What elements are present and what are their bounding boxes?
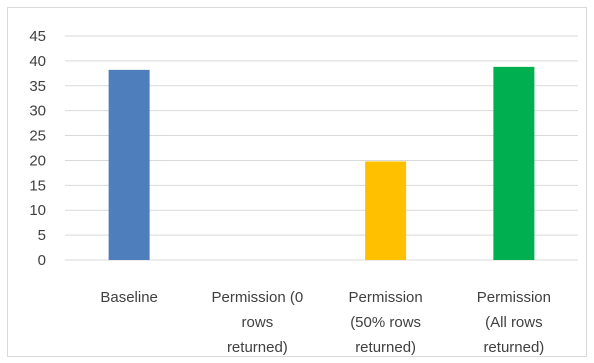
y-axis-tick-labels: 0 5 10 15 20 25 30 35 40 45 — [29, 28, 46, 269]
y-tick-label: 5 — [38, 227, 46, 244]
y-tick-label: 45 — [29, 28, 46, 45]
bar-3 — [493, 66, 535, 261]
gridlines — [65, 35, 578, 261]
bar-2 — [365, 161, 407, 260]
y-tick-label: 0 — [38, 252, 46, 269]
bars — [108, 66, 535, 261]
y-tick-label: 35 — [29, 78, 46, 95]
y-tick-label: 15 — [29, 177, 46, 194]
category-label: Permission — [477, 289, 551, 306]
category-label: returned) — [227, 339, 288, 356]
chart-frame — [7, 7, 587, 357]
category-label: Permission (0 — [212, 289, 304, 306]
category-label: Permission — [349, 289, 423, 306]
y-tick-label: 40 — [29, 53, 46, 70]
y-tick-label: 20 — [29, 152, 46, 169]
category-label: (All rows — [485, 314, 543, 331]
y-tick-label: 10 — [29, 202, 46, 219]
category-label: returned) — [355, 339, 416, 356]
category-label: rows — [242, 314, 274, 331]
x-axis-category-labels: Baseline Permission (0 rows returned) Permis… — [100, 289, 551, 356]
y-tick-label: 25 — [29, 128, 46, 145]
category-label: returned) — [483, 339, 544, 356]
category-label: Baseline — [100, 289, 158, 306]
y-tick-label: 30 — [29, 103, 46, 120]
bar-0 — [108, 69, 150, 260]
category-label: (50% rows — [350, 314, 421, 331]
